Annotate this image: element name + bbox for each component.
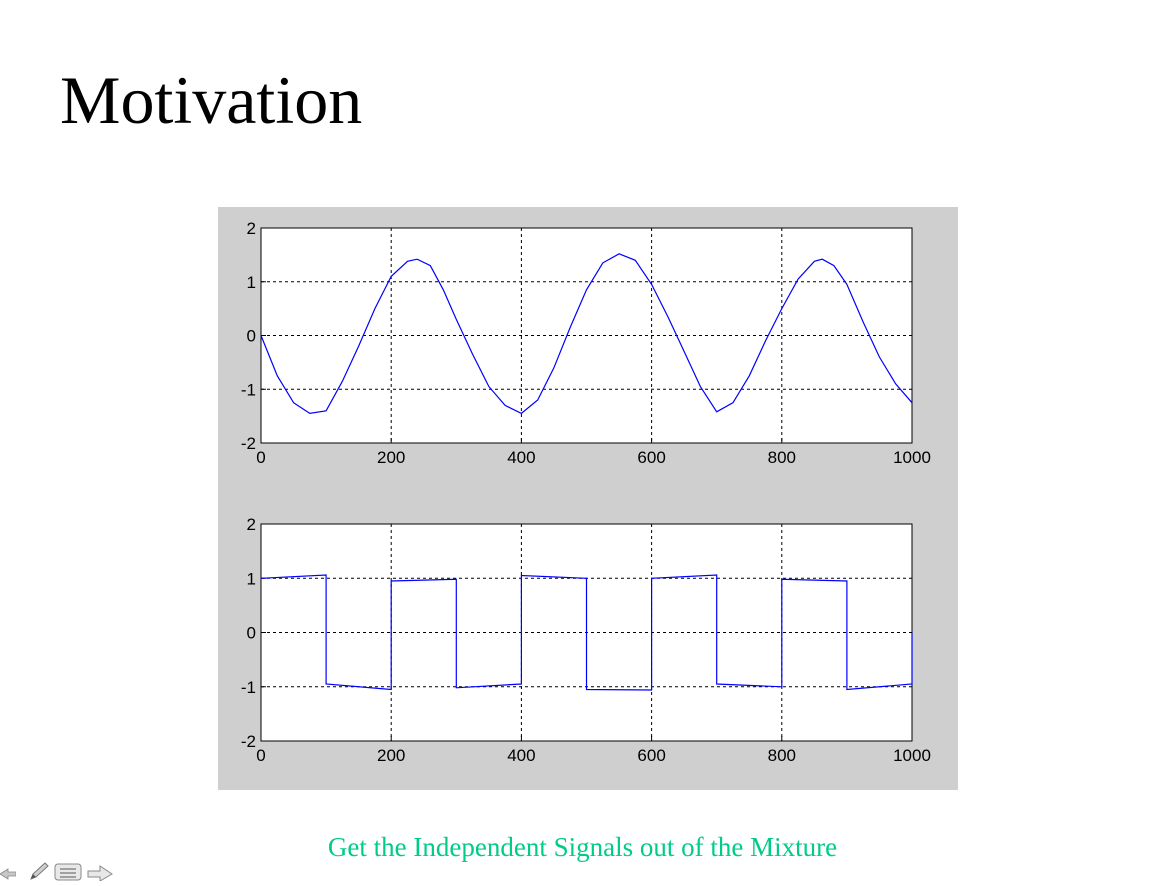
plot1-y-tick-label: -1 (241, 380, 256, 399)
plot2-x-tick-label: 800 (768, 746, 796, 765)
plot1-x-tick-label: 1000 (893, 448, 931, 467)
plot1-x-tick-label: 400 (507, 448, 535, 467)
slide-title: Motivation (60, 62, 363, 138)
plot1-y-tick-label: 2 (247, 219, 256, 238)
plot2-y-tick-label: 1 (247, 569, 256, 588)
plot1-series-line-1 (260, 253, 913, 415)
figure-panel: 0 200 400 600 800 1000 -2 -1 0 1 2 0 200 400 600 800 100… (218, 207, 958, 790)
plot1-y-tick-label: 1 (247, 273, 256, 292)
plot1-x-tick-label: 200 (377, 448, 405, 467)
plot1-x-tick-label: 0 (256, 448, 265, 467)
plot2-y-tick-label: 0 (247, 624, 256, 643)
pencil-icon[interactable] (28, 860, 50, 886)
plot2-x-tick-label: 1000 (893, 746, 931, 765)
arrow-left-icon[interactable] (0, 860, 17, 886)
arrow-right-icon[interactable] (86, 860, 114, 886)
plot2-y-tick-label: 2 (247, 515, 256, 534)
plot1-y-tick-label: 0 (247, 327, 256, 346)
plot1-x-tick-label: 600 (637, 448, 665, 467)
plot2-x-tick-label: 200 (377, 746, 405, 765)
plot2-x-tick-label: 0 (256, 746, 265, 765)
plot2-x-tick-label: 600 (637, 746, 665, 765)
menu-icon[interactable] (54, 860, 82, 886)
plot1-y-tick-label: -2 (241, 434, 256, 453)
slide-navigation (0, 860, 120, 882)
plot2-x-tick-label: 400 (507, 746, 535, 765)
plot1-x-tick-label: 800 (768, 448, 796, 467)
plot2-y-tick-label: -2 (241, 732, 256, 751)
slide-caption: Get the Independent Signals out of the M… (327, 832, 838, 862)
plot2-series-line-1 (260, 574, 913, 691)
figure-canvas: 0 200 400 600 800 1000 -2 -1 0 1 2 0 200 400 600 800 100… (241, 219, 931, 765)
plot2-y-tick-label: -1 (241, 678, 256, 697)
